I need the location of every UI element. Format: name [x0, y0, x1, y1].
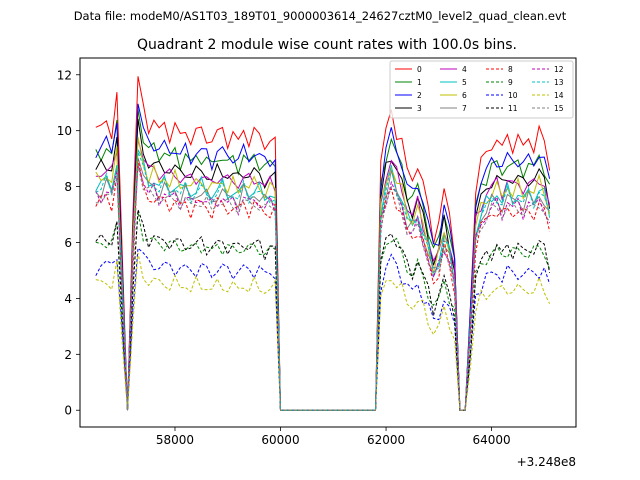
chart-title: Quadrant 2 module wise count rates with … — [137, 37, 517, 53]
legend-label-4: 4 — [462, 65, 467, 74]
series-line-12 — [95, 164, 551, 411]
series-line-9 — [95, 211, 551, 411]
chart-suptitle: Data file: modeM0/AS1T03_189T01_90000036… — [74, 9, 567, 23]
y-tick-label: 10 — [57, 124, 72, 138]
legend-frame — [389, 60, 574, 119]
y-tick-label: 8 — [64, 180, 72, 194]
legend-label-2: 2 — [417, 91, 422, 100]
x-axis: 58000 60000 62000 64000 — [156, 427, 511, 447]
legend-label-10: 10 — [508, 91, 518, 100]
series-line-15 — [95, 164, 551, 411]
series-line-13 — [95, 152, 551, 411]
plot-lines — [95, 76, 551, 411]
legend-label-9: 9 — [508, 78, 513, 87]
series-line-2 — [95, 103, 551, 411]
legend-label-3: 3 — [417, 104, 422, 113]
legend-label-12: 12 — [554, 65, 564, 74]
series-line-1 — [95, 109, 551, 411]
y-tick-label: 0 — [64, 404, 72, 418]
y-axis: 0 2 4 6 8 10 12 — [57, 68, 80, 418]
legend-label-14: 14 — [554, 91, 564, 100]
legend-label-1: 1 — [417, 78, 422, 87]
series-line-3 — [95, 118, 551, 411]
y-tick-label: 2 — [64, 348, 72, 362]
legend-label-0: 0 — [417, 65, 422, 74]
y-tick-label: 6 — [64, 236, 72, 250]
series-line-0 — [95, 76, 551, 411]
y-tick-label: 12 — [57, 68, 72, 82]
series-line-8 — [95, 159, 551, 411]
series-line-10 — [95, 247, 551, 411]
x-offset-label: +3.248e8 — [517, 455, 576, 469]
series-line-7 — [95, 157, 550, 411]
x-tick-label: 62000 — [367, 433, 405, 447]
legend-label-6: 6 — [462, 91, 467, 100]
legend-label-13: 13 — [554, 78, 564, 87]
series-line-11 — [95, 209, 551, 411]
legend-label-8: 8 — [508, 65, 513, 74]
series-line-14 — [95, 252, 551, 411]
legend-label-5: 5 — [462, 78, 467, 87]
y-tick-label: 4 — [64, 292, 72, 306]
x-tick-label: 58000 — [156, 433, 194, 447]
x-tick-label: 60000 — [261, 433, 299, 447]
legend-label-7: 7 — [462, 104, 467, 113]
series-line-5 — [95, 148, 551, 411]
legend-label-15: 15 — [554, 104, 564, 113]
legend-label-11: 11 — [508, 104, 518, 113]
x-tick-label: 64000 — [472, 433, 510, 447]
